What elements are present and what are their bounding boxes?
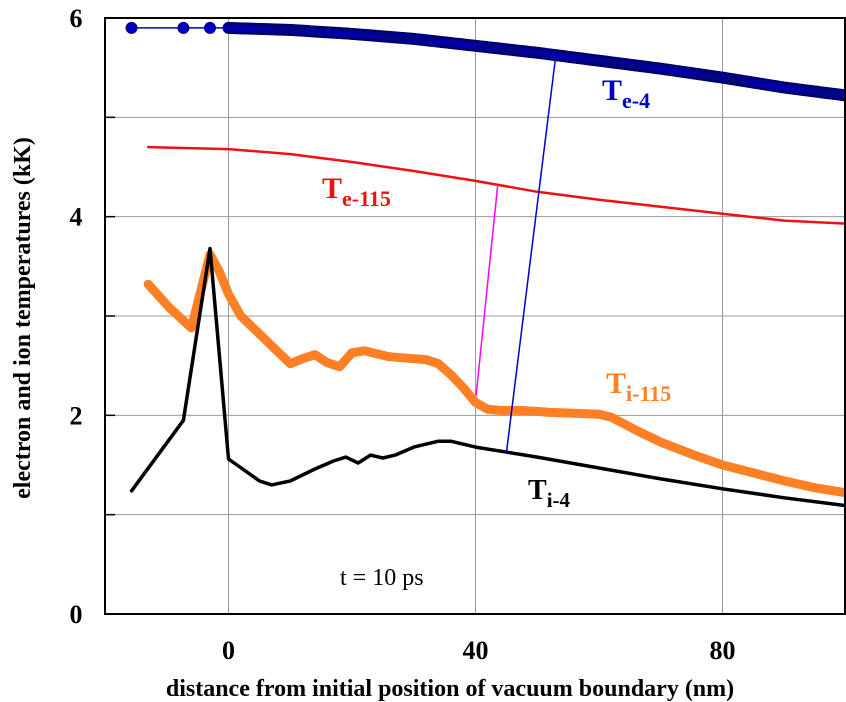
x-tick-label: 80 (710, 636, 736, 665)
series-marker-te-4 (203, 21, 216, 34)
series-marker-te-4 (177, 21, 190, 34)
series-line-ti-115 (143, 249, 846, 498)
x-axis-title: distance from initial position of vacuum… (166, 676, 734, 702)
x-tick-label: 40 (463, 636, 489, 665)
grid-lines (105, 18, 846, 614)
series-label-ti-115: Ti-115 (606, 367, 671, 406)
time-annotation: t = 10 ps (340, 565, 424, 591)
tick-labels: 0 40 80 0 2 4 6 (70, 4, 736, 665)
connector-lines (475, 55, 557, 454)
series-marker-te-4 (125, 21, 138, 34)
y-tick-label: 4 (70, 203, 83, 232)
series-layer (125, 21, 846, 508)
connector-line (505, 55, 557, 454)
x-tick-label: 0 (222, 636, 235, 665)
series-line-ti-4 (129, 246, 846, 508)
series-label-te-4: Te-4 (602, 74, 650, 113)
series-label-ti-4: Ti-4 (528, 475, 571, 512)
series-label-te-115: Te-115 (322, 172, 391, 211)
connector-line (475, 184, 499, 396)
plot-frame (104, 17, 846, 615)
series-labels: Te-4 Te-115 Ti-115 Ti-4 (322, 74, 671, 512)
y-axis-title: electron and ion temperatures (kK) (10, 137, 36, 499)
y-tick-label: 0 (70, 600, 83, 629)
y-tick-label: 6 (70, 4, 83, 33)
series-line-te-115 (146, 145, 846, 225)
y-tick-label: 2 (70, 401, 83, 430)
